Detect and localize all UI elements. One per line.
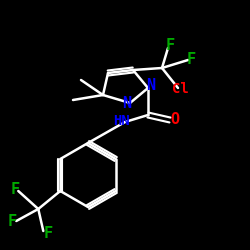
Text: Cl: Cl [172, 82, 188, 96]
Text: N: N [146, 78, 156, 94]
Text: HN: HN [112, 114, 130, 128]
Text: F: F [8, 214, 17, 230]
Text: F: F [11, 182, 20, 196]
Text: F: F [186, 52, 196, 66]
Text: F: F [166, 38, 174, 54]
Text: O: O [170, 112, 179, 128]
Text: F: F [44, 226, 53, 240]
Text: N: N [122, 96, 132, 112]
